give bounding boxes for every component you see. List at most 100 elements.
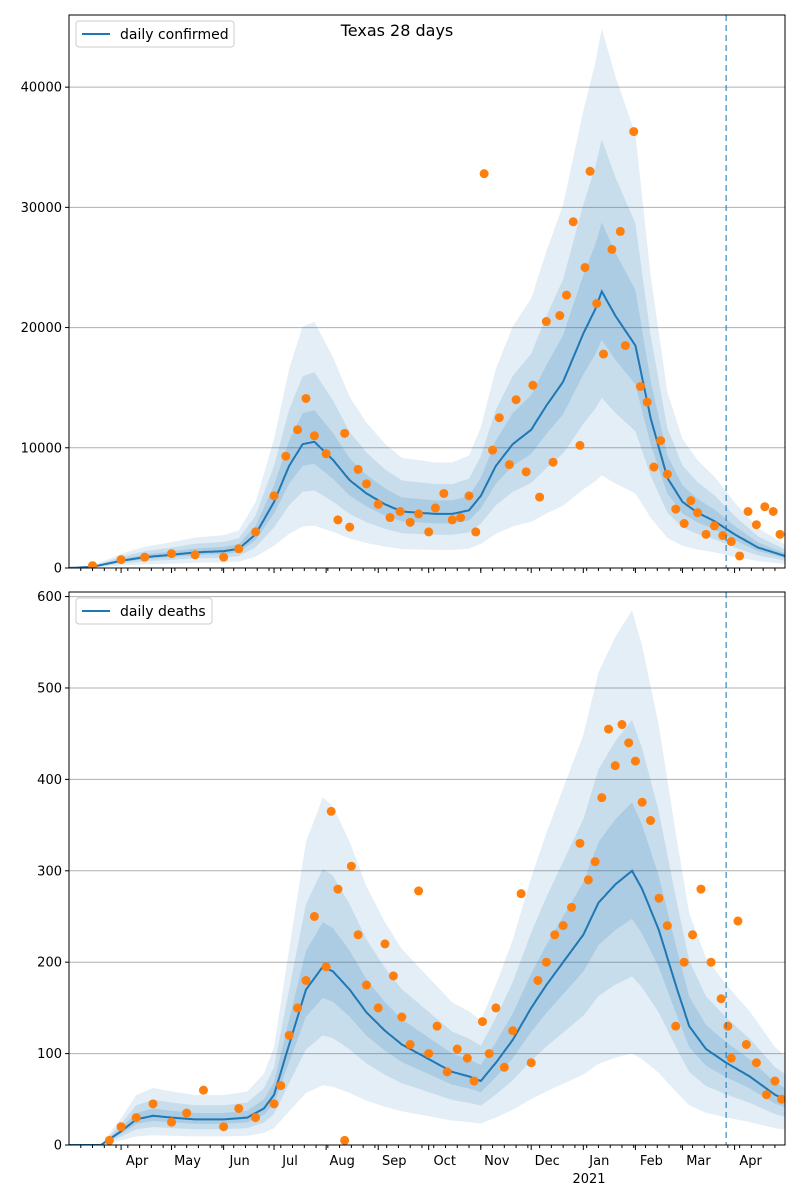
data-point (671, 504, 681, 514)
data-point (568, 217, 578, 227)
data-point (477, 1017, 487, 1027)
data-point (607, 244, 617, 254)
plot-area (69, 610, 785, 1145)
confirmed-chart-panel: 0 10000 20000 30000 40000 daily confirmed (21, 14, 786, 577)
data-point (662, 469, 672, 479)
legend-label: daily deaths (120, 604, 206, 620)
data-point (361, 980, 371, 990)
data-point (333, 884, 343, 894)
data-point (405, 1039, 415, 1049)
data-point (353, 930, 363, 940)
data-point (251, 1113, 261, 1123)
data-point (590, 857, 600, 867)
data-point (620, 341, 630, 351)
data-point (385, 513, 395, 523)
data-point (284, 1030, 294, 1040)
data-point (424, 1049, 434, 1059)
data-point (592, 299, 602, 309)
data-point (541, 317, 551, 327)
data-point (293, 1003, 303, 1013)
data-point (484, 1049, 494, 1059)
deaths-chart-panel: 0 100 200 300 400 500 600 Apr May Jun Jul Aug Sep Oct… (37, 590, 786, 1169)
legend-label: daily confirmed (120, 27, 229, 43)
data-point (333, 515, 343, 525)
data-point (131, 1113, 141, 1123)
data-point (234, 544, 244, 554)
data-point (775, 529, 785, 539)
x-tick-label: Aug (329, 1154, 354, 1169)
data-point (610, 761, 620, 771)
data-point (583, 875, 593, 885)
data-point (679, 957, 689, 967)
y-tick-label: 500 (37, 681, 62, 696)
data-point (696, 884, 706, 894)
data-point (373, 499, 383, 509)
data-point (424, 527, 434, 537)
uncertainty-band-3 (69, 802, 785, 1145)
data-point (276, 1081, 286, 1091)
uncertainty-band-2 (69, 139, 785, 568)
uncertainty-band-1 (69, 28, 785, 568)
data-point (346, 861, 356, 871)
data-point (671, 1021, 681, 1031)
data-point (361, 479, 371, 489)
data-point (251, 527, 261, 537)
data-point (462, 1053, 472, 1063)
data-point (447, 515, 457, 525)
data-point (353, 464, 363, 474)
data-point (388, 971, 398, 981)
data-point (526, 1058, 536, 1068)
uncertainty-band-1 (69, 610, 785, 1145)
data-point (567, 902, 577, 912)
plot-area (69, 28, 785, 568)
data-point (741, 1039, 751, 1049)
legend-box (75, 20, 235, 48)
data-point (541, 957, 551, 967)
data-point (116, 1122, 126, 1132)
y-tick-label: 30000 (21, 201, 62, 216)
data-point (479, 169, 489, 179)
x-tick-label: Apr (126, 1154, 149, 1169)
x-tick-label: Apr (739, 1154, 762, 1169)
data-point (471, 527, 481, 537)
data-point (511, 395, 521, 405)
y-tick-label: 0 (54, 1139, 62, 1154)
y-tick-label: 400 (37, 773, 62, 788)
data-point (508, 1026, 518, 1036)
data-point (452, 1044, 462, 1054)
data-point (326, 806, 336, 816)
data-point (686, 496, 696, 506)
data-point (751, 1058, 761, 1068)
x-tick-label: Feb (640, 1154, 663, 1169)
year-axis-label: 2021 (572, 1172, 605, 1187)
y-tick-label: 10000 (21, 441, 62, 456)
data-point (301, 975, 311, 985)
data-point (504, 460, 514, 470)
x-tick-label: Dec (535, 1154, 560, 1169)
data-point (116, 555, 126, 565)
x-tick-label: Sep (382, 1154, 407, 1169)
data-point (414, 886, 424, 896)
x-tick-label: Jan (588, 1154, 609, 1169)
data-point (735, 551, 745, 561)
data-point (516, 889, 526, 899)
legend: daily deaths (75, 597, 213, 625)
data-point (585, 166, 595, 176)
data-point (718, 531, 728, 541)
data-point (340, 1135, 350, 1145)
data-point (562, 290, 572, 300)
data-point (293, 425, 303, 435)
data-point (723, 1021, 733, 1031)
data-point (777, 1094, 785, 1104)
data-point (269, 1099, 279, 1109)
data-point (269, 491, 279, 501)
y-tick-label: 20000 (21, 321, 62, 336)
data-point (499, 1062, 509, 1072)
data-point (432, 1021, 442, 1031)
data-point (442, 1067, 452, 1077)
data-point (693, 508, 703, 518)
data-point (430, 503, 440, 513)
data-point (88, 561, 98, 568)
uncertainty-band-2 (69, 720, 785, 1145)
model-line (69, 869, 785, 1145)
